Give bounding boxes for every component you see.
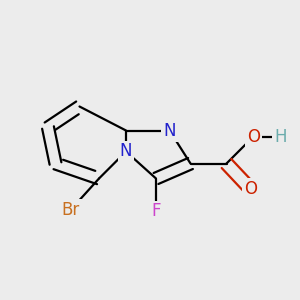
Text: O: O	[244, 180, 257, 198]
Text: N: N	[120, 142, 132, 160]
Text: F: F	[151, 202, 161, 220]
Text: O: O	[247, 128, 260, 146]
Text: N: N	[163, 122, 176, 140]
Text: Br: Br	[61, 201, 80, 219]
Text: H: H	[274, 128, 287, 146]
